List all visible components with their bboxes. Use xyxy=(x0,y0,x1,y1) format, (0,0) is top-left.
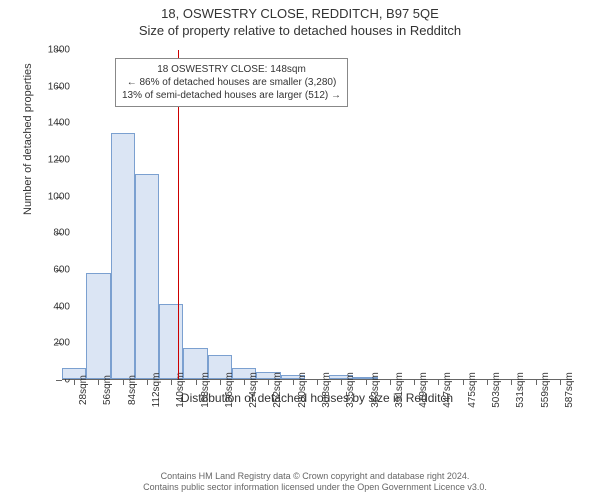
chart-title-sub: Size of property relative to detached ho… xyxy=(0,23,600,38)
chart-title-block: 18, OSWESTRY CLOSE, REDDITCH, B97 5QE Si… xyxy=(0,0,600,38)
footer-attribution: Contains HM Land Registry data © Crown c… xyxy=(50,471,580,494)
xtick xyxy=(560,380,561,385)
xtick xyxy=(293,380,294,385)
xtick-label: 28sqm xyxy=(78,375,89,405)
xtick xyxy=(74,380,75,385)
xtick-label: 587sqm xyxy=(564,372,575,408)
xtick-label: 363sqm xyxy=(370,372,381,408)
xtick-label: 84sqm xyxy=(127,375,138,405)
ytick-label: 800 xyxy=(53,228,70,239)
xtick xyxy=(220,380,221,385)
xtick xyxy=(147,380,148,385)
annotation-line: 18 OSWESTRY CLOSE: 148sqm xyxy=(122,63,341,76)
ytick-label: 1800 xyxy=(48,45,70,56)
xtick xyxy=(414,380,415,385)
xtick-label: 559sqm xyxy=(540,372,551,408)
ytick-label: 200 xyxy=(53,338,70,349)
xtick xyxy=(244,380,245,385)
xtick-label: 503sqm xyxy=(491,372,502,408)
histogram-bar xyxy=(135,174,159,379)
ytick-label: 600 xyxy=(53,265,70,276)
annotation-line: ← 86% of detached houses are smaller (3,… xyxy=(122,76,341,89)
chart-title-main: 18, OSWESTRY CLOSE, REDDITCH, B97 5QE xyxy=(0,6,600,21)
xtick xyxy=(268,380,269,385)
histogram-bar xyxy=(111,133,135,379)
xtick-label: 280sqm xyxy=(297,372,308,408)
xtick xyxy=(98,380,99,385)
annotation-box: 18 OSWESTRY CLOSE: 148sqm← 86% of detach… xyxy=(115,58,348,107)
ytick-label: 400 xyxy=(53,301,70,312)
xtick xyxy=(171,380,172,385)
histogram-bar xyxy=(159,304,183,379)
xtick-label: 56sqm xyxy=(102,375,113,405)
ytick xyxy=(56,380,62,381)
xtick-label: 391sqm xyxy=(394,372,405,408)
xtick-label: 447sqm xyxy=(442,372,453,408)
ytick-label: 1400 xyxy=(48,118,70,129)
y-axis-label: Number of detached properties xyxy=(22,63,34,215)
ytick-label: 1600 xyxy=(48,81,70,92)
xtick xyxy=(196,380,197,385)
xtick xyxy=(390,380,391,385)
xtick xyxy=(438,380,439,385)
xtick xyxy=(536,380,537,385)
histogram-bar xyxy=(86,273,110,379)
xtick xyxy=(463,380,464,385)
xtick-label: 419sqm xyxy=(418,372,429,408)
xtick xyxy=(123,380,124,385)
xtick xyxy=(317,380,318,385)
xtick-label: 475sqm xyxy=(467,372,478,408)
xtick-label: 531sqm xyxy=(515,372,526,408)
xtick xyxy=(341,380,342,385)
plot-area: Number of detached properties Distributi… xyxy=(62,50,572,380)
xtick xyxy=(511,380,512,385)
footer-line-2: Contains public sector information licen… xyxy=(50,482,580,494)
xtick xyxy=(366,380,367,385)
xtick xyxy=(487,380,488,385)
ytick-label: 1200 xyxy=(48,155,70,166)
annotation-line: 13% of semi-detached houses are larger (… xyxy=(122,89,341,102)
footer-line-1: Contains HM Land Registry data © Crown c… xyxy=(50,471,580,483)
chart-container: Number of detached properties Distributi… xyxy=(50,50,580,410)
ytick-label: 1000 xyxy=(48,191,70,202)
